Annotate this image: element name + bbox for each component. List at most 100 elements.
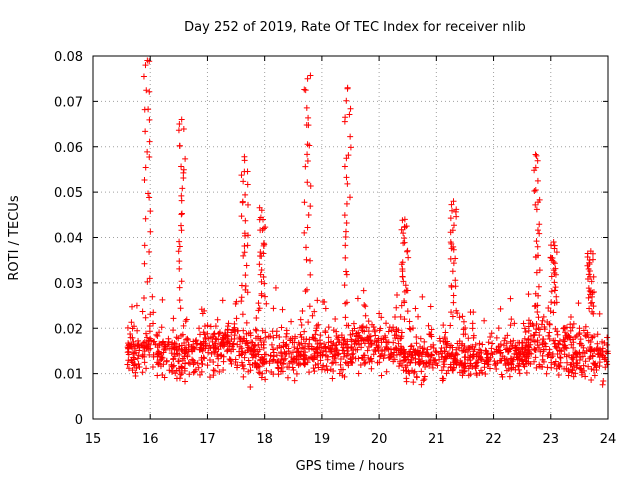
- data-point: [140, 294, 147, 301]
- data-point: [553, 249, 560, 256]
- data-point: [540, 313, 547, 320]
- data-point: [146, 138, 153, 145]
- data-point: [283, 341, 290, 348]
- data-point: [260, 356, 267, 363]
- data-point: [129, 334, 136, 341]
- data-point: [578, 366, 585, 373]
- data-point: [353, 340, 360, 347]
- data-point: [307, 257, 314, 264]
- data-point: [574, 351, 581, 358]
- data-point: [214, 362, 221, 369]
- data-point: [178, 211, 185, 218]
- data-point: [168, 361, 175, 368]
- data-point: [198, 368, 205, 375]
- data-point: [532, 201, 539, 208]
- data-point: [237, 338, 244, 345]
- data-point: [562, 342, 569, 349]
- data-point: [178, 192, 185, 199]
- data-point: [542, 340, 549, 347]
- data-point: [497, 341, 504, 348]
- data-point: [460, 318, 467, 325]
- data-point: [297, 316, 304, 323]
- data-point: [142, 164, 149, 171]
- data-point: [440, 358, 447, 365]
- data-point: [304, 157, 311, 164]
- data-point: [534, 227, 541, 234]
- data-point: [534, 252, 541, 259]
- data-point: [328, 348, 335, 355]
- data-point: [302, 349, 309, 356]
- data-point: [459, 367, 466, 374]
- data-point: [428, 326, 435, 333]
- data-point: [406, 325, 413, 332]
- data-point: [586, 259, 593, 266]
- data-point: [230, 340, 237, 347]
- data-point: [533, 269, 540, 276]
- data-point: [220, 339, 227, 346]
- data-point: [181, 340, 188, 347]
- data-point: [448, 351, 455, 358]
- data-point: [176, 284, 183, 291]
- data-point: [398, 302, 405, 309]
- data-point: [139, 369, 146, 376]
- data-point: [536, 230, 543, 237]
- data-point: [540, 358, 547, 365]
- data-point: [124, 349, 131, 356]
- data-point: [403, 223, 410, 230]
- data-point: [384, 339, 391, 346]
- data-point: [407, 343, 414, 350]
- data-point: [197, 341, 204, 348]
- data-point: [531, 188, 538, 195]
- data-point: [445, 350, 452, 357]
- data-point: [520, 361, 527, 368]
- data-point: [280, 339, 287, 346]
- data-point: [142, 215, 149, 222]
- data-point: [525, 291, 532, 298]
- data-point: [452, 283, 459, 290]
- data-point: [186, 371, 193, 378]
- data-point: [262, 351, 269, 358]
- data-point: [262, 376, 269, 383]
- data-point: [142, 62, 149, 69]
- data-point: [552, 271, 559, 278]
- data-point: [300, 345, 307, 352]
- data-point: [362, 303, 369, 310]
- data-point: [473, 362, 480, 369]
- data-point: [302, 356, 309, 363]
- data-point: [163, 358, 170, 365]
- data-point: [421, 376, 428, 383]
- data-point: [507, 345, 514, 352]
- data-point: [522, 342, 529, 349]
- data-point: [340, 366, 347, 373]
- data-points: [124, 57, 611, 390]
- data-point: [343, 322, 350, 329]
- data-point: [511, 320, 518, 327]
- data-point: [145, 190, 152, 197]
- data-point: [465, 346, 472, 353]
- data-point: [310, 346, 317, 353]
- data-point: [224, 347, 231, 354]
- data-point: [180, 166, 187, 173]
- data-point: [214, 316, 221, 323]
- data-point: [183, 346, 190, 353]
- data-point: [241, 249, 248, 256]
- data-point: [136, 363, 143, 370]
- data-point: [182, 378, 189, 385]
- data-point: [398, 333, 405, 340]
- data-point: [276, 334, 283, 341]
- data-point: [146, 275, 153, 282]
- data-point: [483, 351, 490, 358]
- data-point: [569, 324, 576, 331]
- x-tick-label: 19: [314, 432, 331, 447]
- data-point: [179, 185, 186, 192]
- data-point: [302, 288, 309, 295]
- data-point: [274, 364, 281, 371]
- data-point: [576, 356, 583, 363]
- data-point: [307, 271, 314, 278]
- data-point: [262, 224, 269, 231]
- data-point: [260, 250, 267, 257]
- y-axis-ticks: 0 0.01 0.02 0.03 0.04 0.05 0.06 0.07 0.08: [54, 50, 608, 428]
- data-point: [217, 343, 224, 350]
- data-point: [210, 367, 217, 374]
- data-point: [161, 345, 168, 352]
